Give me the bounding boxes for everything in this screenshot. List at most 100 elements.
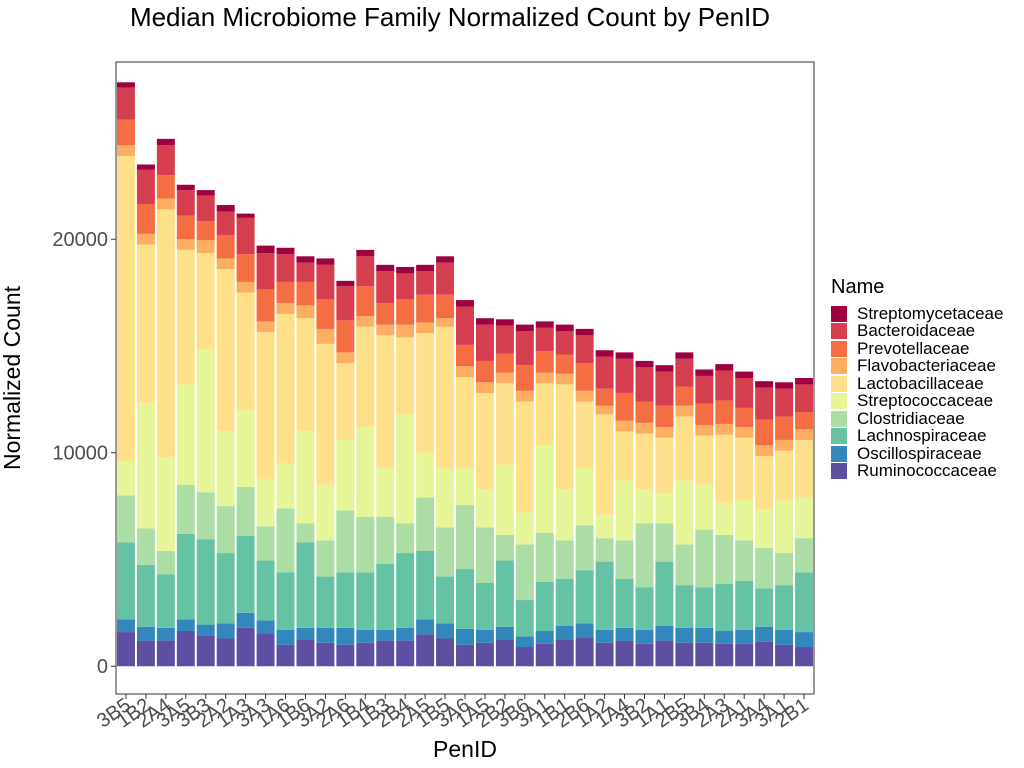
bar-segment-1B1-oscillospiraceae [555,625,574,640]
bar-segment-3A3-clostridiaceae [256,526,275,561]
bar-segment-2A5-bacteroidaceae [416,271,435,295]
bar-segment-3A5-prevotellaceae [176,215,195,240]
legend-label: Streptomycetaceae [857,303,1004,323]
bar-segment-2A6-streptococcaceae [336,439,355,511]
bar-segment-1A1-bacteroidaceae [655,371,674,406]
bar-segment-1B1-bacteroidaceae [555,331,574,355]
bar-segment-3A2-prevotellaceae [316,299,335,329]
bar-segment-2A1-flavobacteriaceae [735,427,754,438]
bar-segment-1A1-ruminococcaceae [655,640,674,667]
bar-segment-2A4-lactobacillaceae [156,209,175,457]
legend-item-bacteroidaceae: Bacteroidaceae [831,321,1003,341]
bar-segment-1A5-clostridiaceae [475,527,494,583]
bar-segment-2A3-ruminococcaceae [715,643,734,667]
bar-segment-1A6-bacteroidaceae [276,254,295,282]
bar-segment-3B2-lactobacillaceae [635,433,654,490]
bar-segment-1B2-oscillospiraceae [136,626,155,641]
bar-segment-2B4-ruminococcaceae [396,640,415,667]
bar-segment-3B2-streptococcaceae [635,489,654,524]
bar-segment-1A2-ruminococcaceae [595,642,614,667]
legend-title: Name [831,276,885,298]
bar-segment-3A6-streptomycetaceae [456,300,474,307]
bar-segment-1B5-prevotellaceae [436,294,455,319]
legend-key-swatch [831,358,847,375]
bar-segment-2B2-streptococcaceae [495,464,514,535]
bar-segment-1B5-streptococcaceae [436,467,455,528]
bar-segment-3B6-flavobacteriaceae [515,390,534,402]
bar-segment-1B4-oscillospiraceae [356,629,375,643]
bar-segment-1A1-oscillospiraceae [655,625,674,641]
bar-segment-2A2-streptococcaceae [216,431,235,507]
bar-segment-2B2-clostridiaceae [495,534,514,561]
bar-segment-1A4-streptomycetaceae [615,352,634,359]
bar-segment-3A1-streptococcaceae [535,445,554,533]
bar-segment-1B2-clostridiaceae [136,528,155,565]
bar-segment-1A4-streptococcaceae [615,480,634,541]
bar-segment-1B2-bacteroidaceae [136,169,155,204]
bar-segment-1A2-flavobacteriaceae [595,405,614,415]
bar-segment-1A3-ruminococcaceae [236,627,255,667]
bar-segment-3A3-flavobacteriaceae [256,321,275,333]
bar-segment-1A6-lactobacillaceae [276,313,295,464]
bar-segment-1A6-ruminococcaceae [276,644,295,667]
bar-segment-1A2-lachnospiraceae [595,561,614,630]
bar-segment-3A5-streptococcaceae [176,384,195,485]
bar-segment-2B6-lactobacillaceae [575,401,594,468]
bar-segment-1A3-prevotellaceae [236,254,255,282]
bar-segment-2A6-clostridiaceae [336,510,355,573]
bar-segment-2A4-lachnospiraceae [156,574,175,628]
bar-segment-2A4-streptomycetaceae [156,138,175,146]
bar-segment-3B5-streptococcaceae [117,461,135,496]
bar-segment-2A5-oscillospiraceae [416,619,435,635]
bar-segment-1B1-flavobacteriaceae [555,373,574,385]
bar-segment-3A5-ruminococcaceae [176,631,195,667]
bar-segment-3A2-flavobacteriaceae [316,328,335,344]
bar-segment-3A2-oscillospiraceae [316,627,335,643]
bar-segment-2A2-lactobacillaceae [216,269,235,432]
bar-segment-1A1-prevotellaceae [655,405,674,428]
bar-segment-2A4-flavobacteriaceae [156,198,175,210]
bar-segment-1B1-clostridiaceae [555,540,574,579]
bar-segment-3B6-lactobacillaceae [515,401,534,513]
bar-segment-3B5-clostridiaceae [117,495,135,543]
bar-segment-1B4-lachnospiraceae [356,572,375,630]
bar-segment-3A1-lactobacillaceae [535,383,554,446]
legend-key-swatch [831,323,847,340]
legend-key-swatch [831,305,847,322]
bar-segment-1B6-clostridiaceae [296,523,315,543]
bar-segment-3A4-streptomycetaceae [755,381,774,388]
bar-segment-2A4-prevotellaceae [156,175,175,199]
legend-key-swatch [831,410,847,427]
bar-segment-3A6-lactobacillaceae [456,376,474,469]
bar-segment-3A2-bacteroidaceae [316,264,335,299]
bar-segment-2B1-streptomycetaceae [795,378,813,385]
bar-segment-3B6-oscillospiraceae [515,636,534,648]
bar-segment-3A4-flavobacteriaceae [755,445,774,456]
bar-segment-2B5-ruminococcaceae [675,642,694,667]
bar-segment-3A4-lactobacillaceae [755,455,774,510]
bar-segment-3A1-ruminococcaceae [775,644,794,667]
bar-segment-3A3-lactobacillaceae [256,332,275,480]
bar-segment-2A6-streptomycetaceae [336,280,355,287]
bar-segment-1B2-prevotellaceae [136,203,155,234]
bar-segment-2B5-prevotellaceae [675,386,694,406]
legend-label: Bacteroidaceae [857,321,976,341]
bar-segment-3B3-lactobacillaceae [196,253,215,350]
bar-segment-2A1-lactobacillaceae [735,437,754,500]
bar-segment-1B6-oscillospiraceae [296,627,315,640]
bar-segment-1A4-ruminococcaceae [615,640,634,667]
bar-segment-1B1-streptococcaceae [555,489,574,541]
bar-segment-2A1-streptomycetaceae [735,371,754,378]
bar-segment-3B4-streptococcaceae [695,484,714,530]
bar-segment-2A2-ruminococcaceae [216,638,235,667]
bar-segment-2A5-lactobacillaceae [416,333,435,453]
bar-segment-3A4-prevotellaceae [755,419,774,446]
bar-segment-1B2-lachnospiraceae [136,564,155,627]
bar-segment-1A1-clostridiaceae [655,523,674,562]
bar-segment-1B5-oscillospiraceae [436,623,455,639]
bar-segment-1A6-clostridiaceae [276,508,295,573]
bar-segment-2A4-ruminococcaceae [156,640,175,667]
bar-segment-1B6-lactobacillaceae [296,318,315,432]
bar-segment-3A1-streptomycetaceae [775,382,794,389]
bar-segment-1A6-streptomycetaceae [276,247,295,255]
